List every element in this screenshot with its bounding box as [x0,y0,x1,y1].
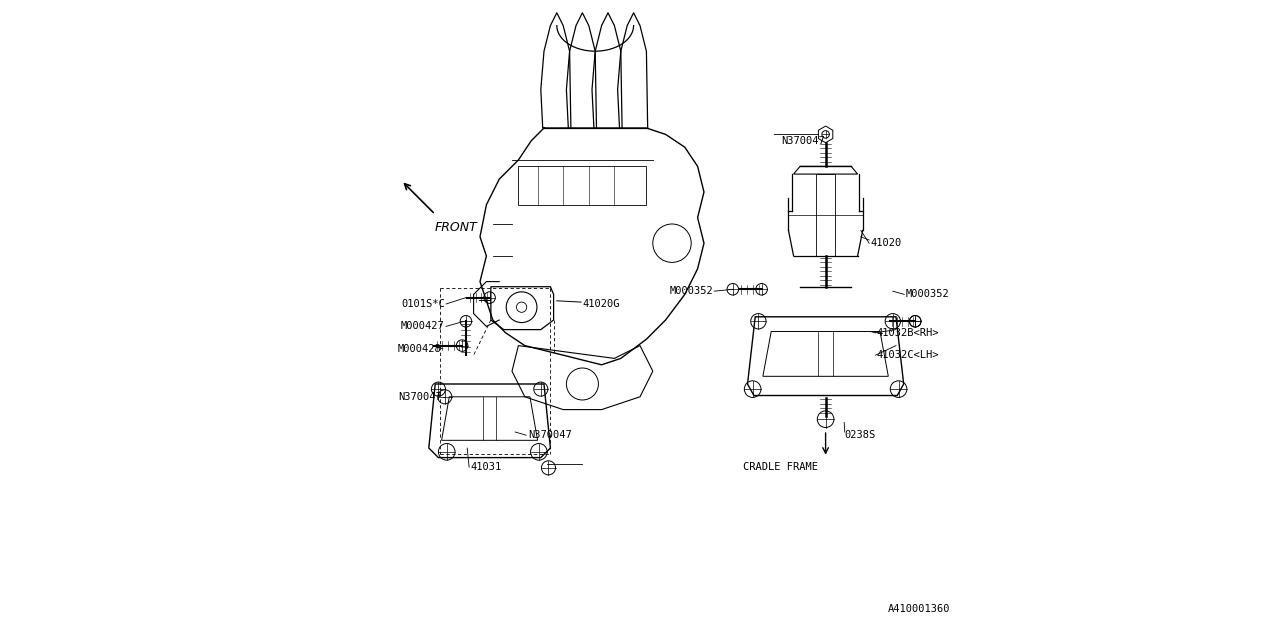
Text: FRONT: FRONT [435,221,477,234]
Text: 41032C<LH>: 41032C<LH> [877,350,940,360]
Text: N370047: N370047 [398,392,442,402]
Text: A410001360: A410001360 [888,604,950,614]
Text: 0101S*C: 0101S*C [401,299,445,309]
Text: M000428: M000428 [398,344,442,354]
Text: 41020G: 41020G [582,299,620,309]
Text: M000427: M000427 [401,321,445,332]
Text: N370047: N370047 [781,136,824,146]
Text: 0238S: 0238S [845,430,876,440]
Text: 41031: 41031 [471,462,502,472]
Text: M000352: M000352 [906,289,950,300]
Text: M000352: M000352 [669,286,714,296]
Text: N370047: N370047 [529,430,572,440]
Text: 41032B<RH>: 41032B<RH> [877,328,940,338]
Text: CRADLE FRAME: CRADLE FRAME [744,462,818,472]
Text: 41020: 41020 [870,238,901,248]
